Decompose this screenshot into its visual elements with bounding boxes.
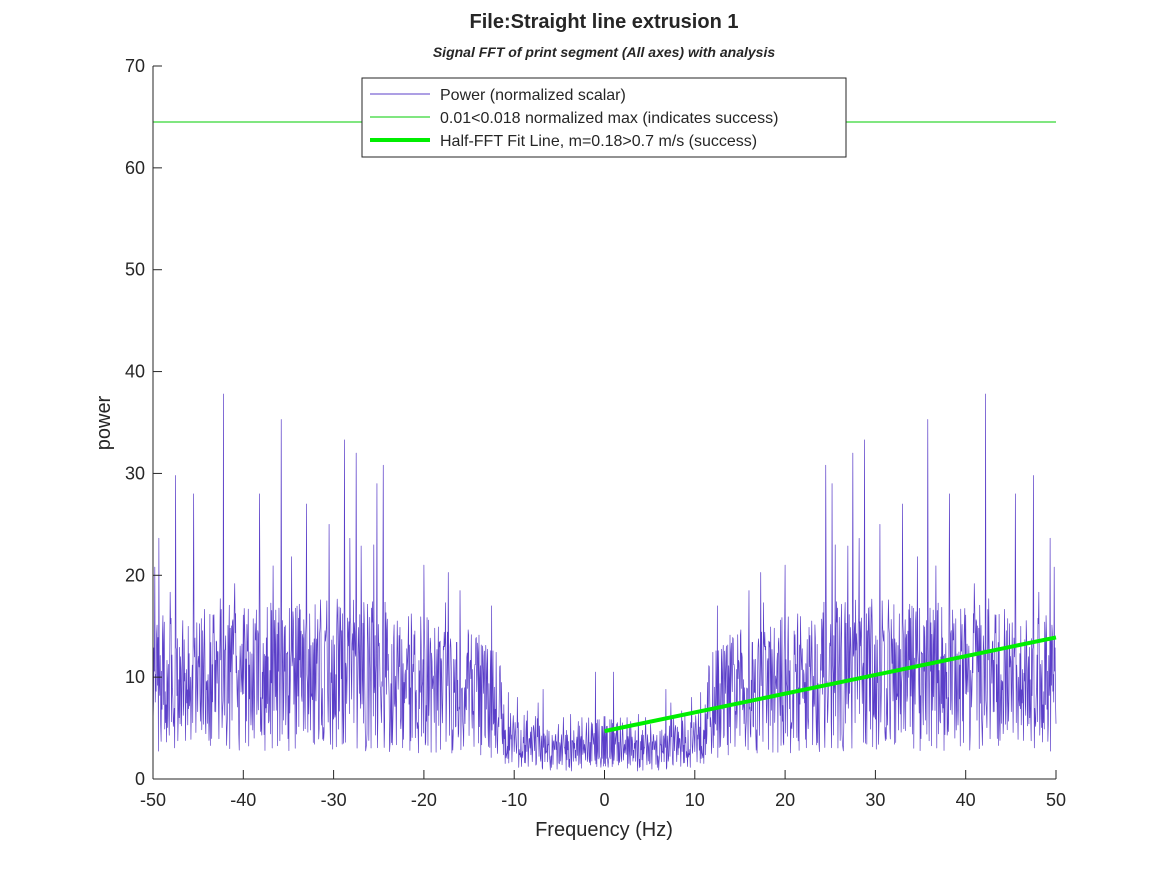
legend-entry-fit-line: Half-FFT Fit Line, m=0.18>0.7 m/s (succe… — [440, 133, 757, 150]
series-fit-line — [604, 635, 1057, 734]
x-tick-label: -10 — [501, 790, 527, 810]
x-tick-label: -20 — [411, 790, 437, 810]
x-tick-label: 20 — [775, 790, 795, 810]
y-tick-label: 30 — [125, 463, 145, 483]
legend: Power (normalized scalar) 0.01<0.018 nor… — [361, 77, 847, 158]
x-tick-label: -30 — [321, 790, 347, 810]
y-tick-label: 70 — [125, 56, 145, 76]
y-tick-label: 20 — [125, 565, 145, 585]
legend-box — [361, 77, 847, 158]
legend-entry-threshold: 0.01<0.018 normalized max (indicates suc… — [440, 110, 778, 127]
x-axis-label: Frequency (Hz) — [535, 819, 673, 841]
chart-subtitle: Signal FFT of print segment (All axes) w… — [433, 44, 775, 60]
series-power — [152, 393, 1057, 772]
x-tick-label: 10 — [685, 790, 705, 810]
y-tick-label: 10 — [125, 667, 145, 687]
x-tick-label: 30 — [865, 790, 885, 810]
y-tick-label: 60 — [125, 158, 145, 178]
x-tick-label: 0 — [599, 790, 609, 810]
y-axis-label: power — [93, 395, 115, 450]
y-tick-label: 50 — [125, 260, 145, 280]
x-tick-label: 50 — [1046, 790, 1066, 810]
tick-labels: -50 -40 -30 -20 -10 0 10 20 30 40 50 0 10 20 30 40 50 60 7… — [125, 56, 1066, 810]
chart-title: File:Straight line extrusion 1 — [470, 11, 739, 33]
y-tick-label: 0 — [135, 769, 145, 789]
plot-area — [152, 121, 1057, 772]
legend-entry-power: Power (normalized scalar) — [440, 87, 626, 104]
x-tick-label: -50 — [140, 790, 166, 810]
x-tick-label: -40 — [230, 790, 256, 810]
y-tick-label: 40 — [125, 362, 145, 382]
x-tick-label: 40 — [956, 790, 976, 810]
axes — [152, 65, 1057, 780]
